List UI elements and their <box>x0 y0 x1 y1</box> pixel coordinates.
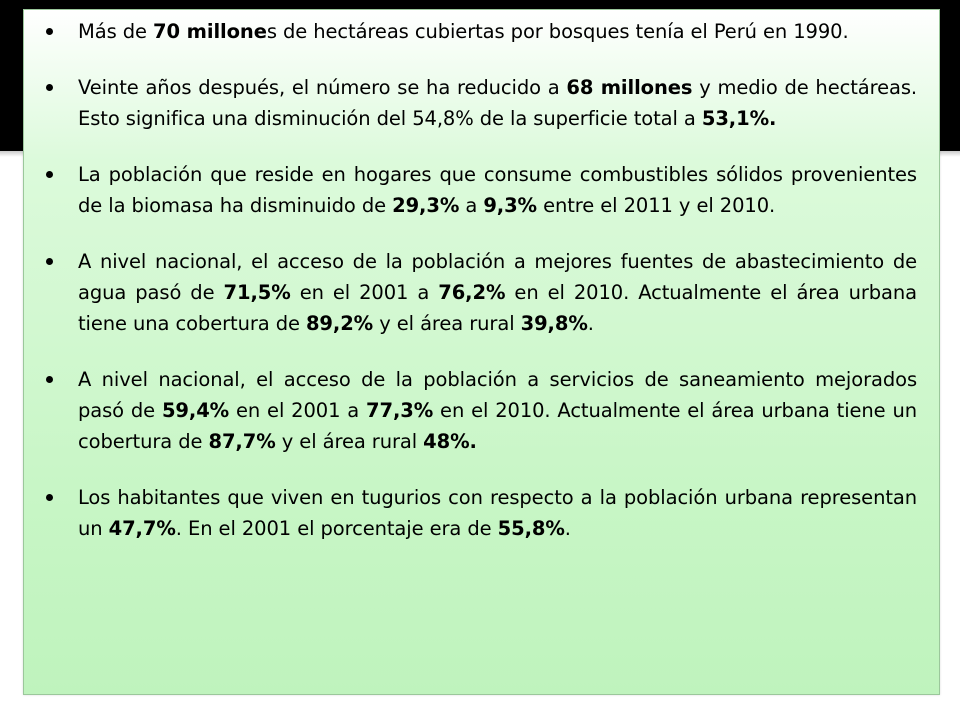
bullet-highlight-text: 55,8% <box>497 517 565 540</box>
bullet-list: Más de 70 millones de hectáreas cubierta… <box>36 16 917 544</box>
bullet-text: y el área rural <box>275 430 424 453</box>
bullet-item: A nivel nacional, el acceso de la poblac… <box>36 364 917 457</box>
bullet-highlight-text: 76,2% <box>438 281 506 304</box>
bullet-item: La población que reside en hogares que c… <box>36 159 917 221</box>
bullet-dot-icon <box>46 494 53 501</box>
bullet-text: en el 2010. Actualmente el área urbana t… <box>78 281 917 335</box>
bullet-dot-icon <box>46 28 53 35</box>
bullet-text: y medio de hectáreas. Esto significa una… <box>78 76 917 130</box>
bullet-highlight-text: 59,4% <box>161 399 230 422</box>
bullet-text: y el área rural <box>373 312 521 335</box>
bullet-text: . En el 2001 el porcentaje era de <box>175 517 498 540</box>
bullet-highlight-text: 53,1%. <box>701 107 777 130</box>
bullet-dot-icon <box>46 376 53 383</box>
bullet-highlight-text: 47,7% <box>108 517 176 540</box>
bullet-item: Más de 70 millones de hectáreas cubierta… <box>36 16 917 47</box>
bullet-text: Los habitantes que viven en tugurios con… <box>78 486 917 540</box>
bullet-text: entre el 2011 y el 2010. <box>537 194 776 217</box>
bullet-dot-icon <box>46 84 53 91</box>
bullet-highlight-text: 77,3% <box>366 399 434 422</box>
bullet-text: . <box>564 517 571 540</box>
bullet-text: . <box>587 312 594 335</box>
bullet-highlight-text: 87,7% <box>208 430 276 453</box>
bullet-text: Más de <box>78 20 154 43</box>
bullet-highlight-text: 48%. <box>423 430 477 453</box>
bullet-dot-icon <box>46 258 53 265</box>
bullet-item: Los habitantes que viven en tugurios con… <box>36 482 917 544</box>
bullet-text: a <box>459 194 484 217</box>
bullet-highlight-text: 9,3% <box>483 194 537 217</box>
bullet-text: Veinte años después, el número se ha red… <box>78 76 567 99</box>
bullet-item: A nivel nacional, el acceso de la poblac… <box>36 246 917 339</box>
bullet-highlight-text: 29,3% <box>392 194 460 217</box>
bullet-item: Veinte años después, el número se ha red… <box>36 72 917 134</box>
bullet-highlight-text: 39,8% <box>520 312 588 335</box>
slide-content-box: Más de 70 millones de hectáreas cubierta… <box>23 9 940 695</box>
bullet-dot-icon <box>46 171 53 178</box>
bullet-text: A nivel nacional, el acceso de la poblac… <box>78 368 917 422</box>
bullet-highlight-text: 89,2% <box>305 312 374 335</box>
bullet-text: en el 2010. Actualmente el área urbana t… <box>78 399 917 453</box>
bullet-text: en el 2001 a <box>229 399 367 422</box>
bullet-text: s de hectáreas cubiertas por bosques ten… <box>266 20 849 43</box>
bullet-highlight-text: 71,5% <box>223 281 291 304</box>
bullet-text: A nivel nacional, el acceso de la poblac… <box>78 250 917 304</box>
bullet-highlight-text: 68 millones <box>566 76 693 99</box>
bullet-text: en el 2001 a <box>290 281 439 304</box>
bullet-text: La población que reside en hogares que c… <box>78 163 917 217</box>
bullet-highlight-text: 70 millone <box>153 20 267 43</box>
